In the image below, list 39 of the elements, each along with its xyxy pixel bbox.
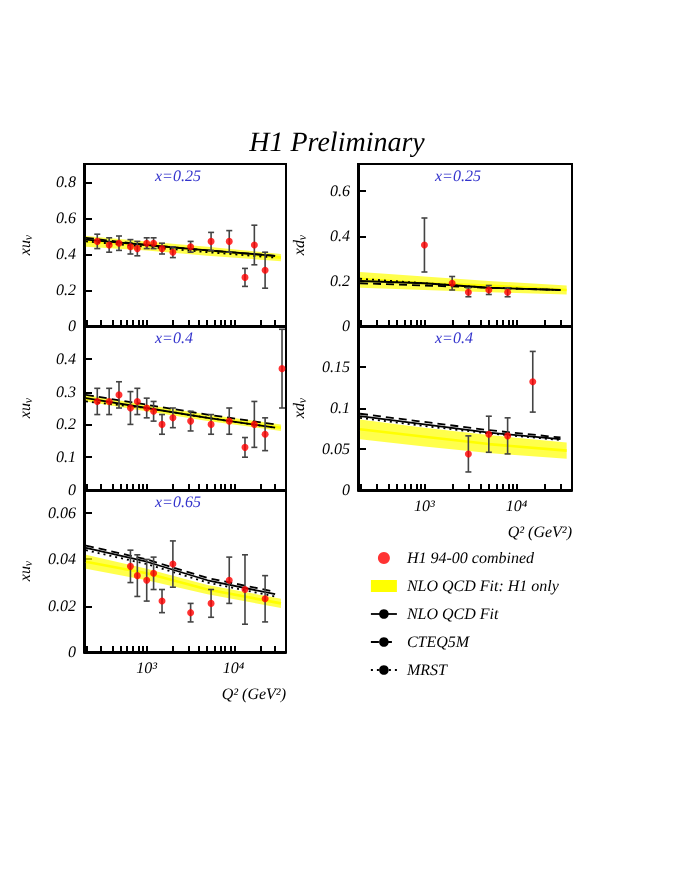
y-tick-label: 0.4 xyxy=(330,227,350,245)
annotation: x=0.65 xyxy=(153,493,201,511)
y-tick-label: 0 xyxy=(342,481,350,499)
y-tick-label: 0 xyxy=(68,481,76,499)
y-tick-label: 0 xyxy=(68,643,76,661)
y-tick-label: 0.8 xyxy=(56,173,76,191)
y-tick-label: 0.3 xyxy=(56,382,76,401)
y-tick-label: 0 xyxy=(68,317,76,335)
x-axis-title: Q² (GeV²) xyxy=(221,685,287,703)
y-tick-label: 0.6 xyxy=(330,182,350,200)
annotation: x=0.4 xyxy=(433,329,473,347)
y-tick-label: 0.6 xyxy=(56,209,76,227)
y-tick-label: 0.2 xyxy=(56,281,76,299)
y-tick-label: 0.4 xyxy=(56,349,76,368)
y-tick-label: 0.15 xyxy=(322,358,350,376)
y-tick-label: 0.1 xyxy=(56,448,76,467)
x-tick-label: 10³ xyxy=(414,497,437,515)
legend-label: H1 94-00 combined xyxy=(404,549,536,567)
y-tick-label: 0 xyxy=(342,317,350,335)
chart-title: H1 Preliminary xyxy=(247,129,427,159)
y-tick-label: 0.4 xyxy=(56,245,76,263)
legend-label: NLO QCD Fit xyxy=(404,605,501,623)
y-tick-label: 0.06 xyxy=(48,504,76,523)
legend-label: NLO QCD Fit: H1 only xyxy=(404,577,560,595)
legend-label: MRST xyxy=(404,661,448,679)
x-tick-label: 10⁴ xyxy=(505,497,528,515)
y-tick-label: 0.02 xyxy=(48,596,76,615)
y-tick-label: 0.2 xyxy=(56,415,76,434)
y-tick-label: 0.05 xyxy=(322,440,350,458)
annotation: x=0.4 xyxy=(153,329,193,347)
y-tick-label: 0.04 xyxy=(48,550,76,569)
x-axis-title: Q² (GeV²) xyxy=(507,523,573,541)
legend-label: CTEQ5M xyxy=(406,633,472,651)
annotation: x=0.25 xyxy=(153,167,201,185)
annotation: x=0.25 xyxy=(433,167,481,185)
y-tick-label: 0.2 xyxy=(330,272,350,290)
y-tick-label: 0.1 xyxy=(330,399,350,417)
x-tick-label: 10⁴ xyxy=(222,659,245,677)
x-tick-label: 10³ xyxy=(136,659,159,677)
